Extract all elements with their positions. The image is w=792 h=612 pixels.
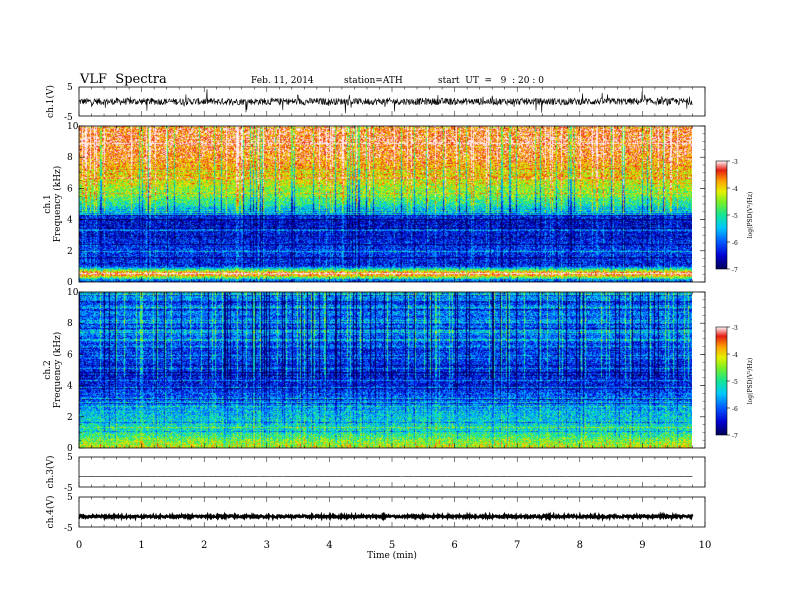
waveform-ch1v [78, 89, 693, 114]
y-axis-label: ch.1(V) [45, 85, 56, 118]
y-tick-label: 6 [67, 350, 73, 360]
y-tick-label: -5 [64, 484, 73, 494]
x-tick-label: 8 [577, 540, 583, 551]
y-tick-label: 10 [67, 122, 79, 132]
spectrogram-image-ch2 [79, 292, 692, 448]
y-axis-label: ch.4(V) [45, 496, 56, 529]
date-label: Feb. 11, 2014 [251, 76, 314, 86]
colorbar-tick-label: -6 [732, 240, 738, 247]
colorbar-tick-label: -5 [732, 379, 738, 386]
y-tick-label: 8 [67, 153, 73, 163]
y-channel-label: ch.1 [43, 194, 53, 213]
colorbar-ch2 [716, 327, 727, 435]
station-label: station=ATH [344, 76, 403, 86]
x-tick-label: 9 [639, 540, 645, 551]
y-tick-label: 5 [67, 493, 73, 503]
x-tick-label: 7 [514, 540, 520, 551]
colorbar-tick-label: -7 [732, 267, 738, 274]
colorbar-label: log(PSD(V²/Hz) [747, 358, 754, 405]
y-tick-label: -5 [64, 113, 73, 123]
x-tick-label: 6 [451, 540, 457, 551]
waveform-ch4v [78, 511, 694, 522]
y-tick-label: 2 [67, 413, 73, 423]
y-tick-label: 4 [67, 216, 73, 226]
x-axis-label: Time (min) [367, 550, 417, 561]
y-channel-label: ch.2 [43, 360, 53, 379]
figure-title: VLF Spectra [80, 72, 167, 87]
x-tick-label: 0 [76, 540, 82, 551]
colorbar-tick-label: -7 [732, 433, 738, 440]
y-tick-label: 5 [67, 453, 73, 463]
colorbar-tick-label: -4 [732, 352, 738, 359]
y-tick-label: 0 [67, 444, 73, 454]
x-tick-label: 10 [699, 540, 712, 551]
x-tick-label: 2 [201, 540, 207, 551]
colorbar-ch1 [716, 161, 727, 269]
colorbar-tick-label: -4 [732, 186, 738, 193]
y-axis-label: Frequency (kHz) [52, 332, 63, 409]
y-tick-label: 5 [67, 83, 73, 93]
y-axis-label: ch.3(V) [45, 456, 56, 489]
colorbar-tick-label: -5 [732, 213, 738, 220]
colorbar-tick-label: -3 [732, 159, 738, 166]
spectrogram-image-ch1 [79, 126, 692, 282]
y-tick-label: 8 [67, 319, 73, 329]
y-tick-label: 0 [67, 278, 73, 288]
colorbar-tick-label: -3 [732, 325, 738, 332]
y-tick-label: -5 [64, 524, 73, 534]
colorbar-tick-label: -6 [732, 406, 738, 413]
start-ut-label: start UT = 9 : 20 : 0 [438, 76, 544, 86]
x-tick-label: 3 [264, 540, 270, 551]
x-tick-label: 5 [389, 540, 395, 551]
y-tick-label: 2 [67, 247, 73, 257]
x-tick-label: 4 [326, 540, 332, 551]
y-axis-label: Frequency (kHz) [52, 166, 63, 243]
y-tick-label: 10 [67, 288, 79, 298]
y-tick-label: 4 [67, 382, 73, 392]
x-tick-label: 1 [138, 540, 144, 551]
colorbar-label: log(PSD(V²/Hz) [747, 192, 754, 239]
y-tick-label: 6 [67, 184, 73, 194]
